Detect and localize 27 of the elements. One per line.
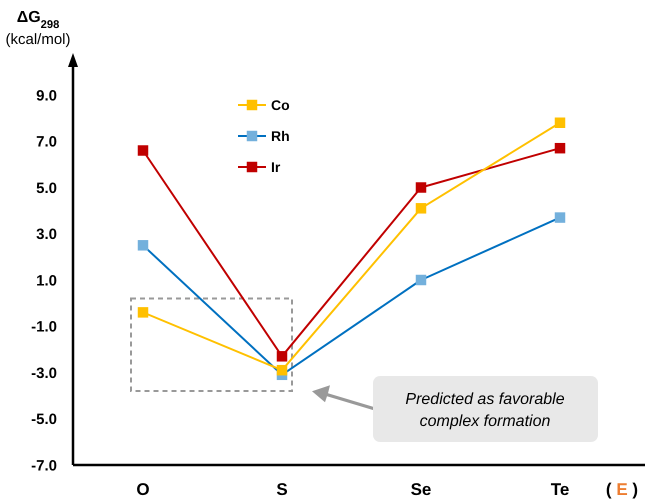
y-tick-label: 7.0 <box>36 134 57 150</box>
point <box>138 145 148 156</box>
x-axis-title: ( E ) <box>606 480 638 499</box>
x-tick-label: O <box>136 480 150 499</box>
y-tick-label: -1.0 <box>31 318 57 336</box>
legend-label: Co <box>271 96 290 113</box>
point <box>138 307 148 318</box>
point <box>416 203 426 214</box>
y-tick-label: 9.0 <box>36 87 57 104</box>
y-axis-title: ΔG$_{298}$ (kcal/mol) <box>5 9 71 48</box>
y-tick-label: 3.0 <box>36 226 57 243</box>
point <box>554 118 566 128</box>
x-tick-label: Se <box>410 480 432 499</box>
y-tick-label: -3.0 <box>31 364 57 382</box>
x-tick-label: S <box>276 480 288 499</box>
annotation: Predicted as favorable complex formation <box>405 391 565 430</box>
point <box>416 182 426 193</box>
y-tick-label: 1.0 <box>36 272 57 290</box>
point <box>554 142 566 154</box>
y-tick-label: 5.0 <box>36 180 57 197</box>
legend-label: Rh <box>271 128 290 144</box>
point <box>276 364 288 376</box>
x-tick-label: Te <box>550 480 570 499</box>
y-tick-label: -7.0 <box>31 457 57 474</box>
legend-label: Ir <box>271 158 281 175</box>
point <box>276 351 288 362</box>
y-tick-label: -5.0 <box>31 411 57 428</box>
